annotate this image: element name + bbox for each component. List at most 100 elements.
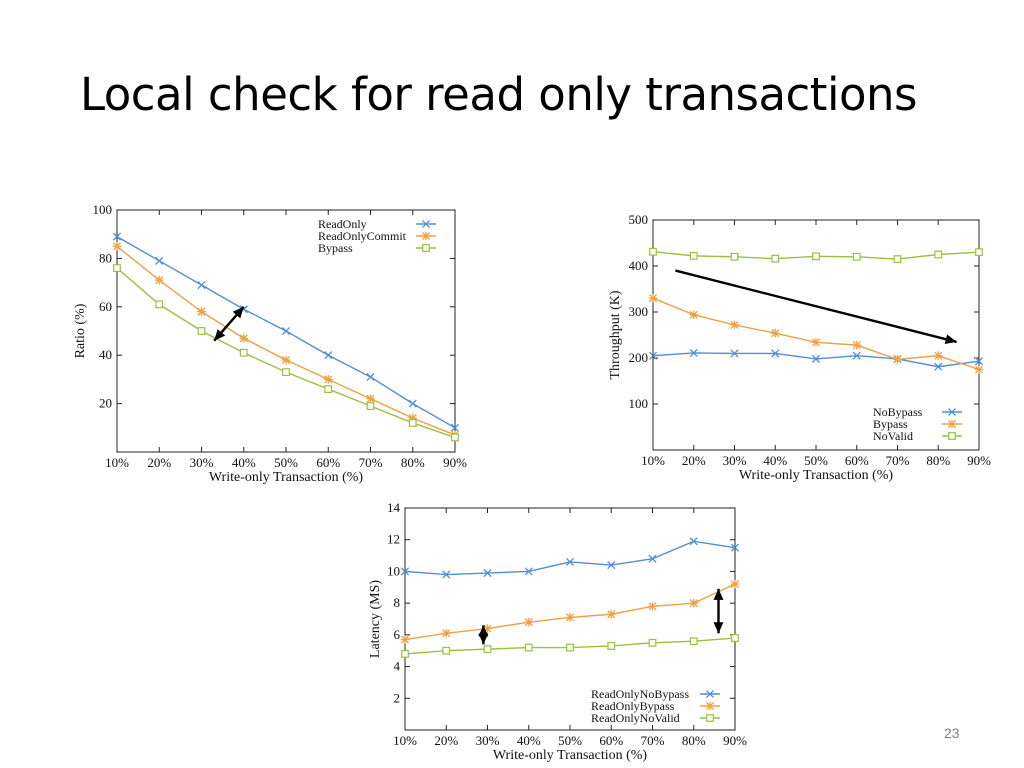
ratio-chart-svg: 20 40 60 80 100 10% 20% 30% 40% 50% 60% 70% 80% 90% Wr… [73,202,467,485]
data-point [113,264,121,272]
legend-marker [947,419,957,429]
annotation-arrow-head [214,329,226,341]
y-tick-label: 6 [394,627,401,642]
x-tick-label: 40% [232,455,256,470]
data-point [689,537,698,546]
data-point-stroke [112,232,122,241]
data-point [649,247,657,256]
x-axis-label: Write-only Transaction (%) [739,468,894,483]
x-tick-label: 10% [393,733,417,748]
data-point [648,638,657,647]
x-tick-label: 30% [723,453,747,468]
x-tick-label: 90% [443,455,467,470]
data-point [197,327,206,335]
series-line [652,352,980,368]
data-point [281,355,291,365]
data-point [648,554,657,563]
data-point-stroke [811,354,821,363]
series-line [116,267,456,439]
x-tick-label: 90% [723,733,747,748]
legend-label: ReadOnly [318,217,367,231]
data-point-shape [649,247,657,256]
legend-marker-stroke [421,219,431,229]
data-point [323,375,333,384]
x-tick-label: 80% [682,733,706,748]
data-point [408,399,417,408]
data-point-shape [197,327,206,335]
x-tick-label: 50% [274,455,298,470]
data-point [689,637,698,646]
data-point [197,280,206,290]
data-point-stroke [324,351,333,360]
data-point [400,567,410,576]
data-point [607,642,616,650]
data-point-shape [689,251,698,260]
data-point-shape [648,638,657,647]
data-point [441,628,451,638]
data-point [648,601,657,611]
x-tick-label: 50% [804,453,828,468]
y-tick-label: 14 [387,500,401,515]
data-point-shape [324,385,333,393]
data-point [154,275,164,285]
data-point [933,351,943,361]
x-tick-label: 80% [401,455,425,470]
data-point [974,365,984,374]
data-point-shape [155,300,164,309]
x-axis-label: Write-only Transaction (%) [209,470,364,485]
data-point-shape [730,252,739,261]
data-point [566,643,574,652]
latency-chart-svg: 2 4 6 8 10 12 14 10% 20% 30% 40% 50% 60% 70% 80% 90% Wri… [368,500,747,763]
data-point [648,293,658,303]
y-tick-label: 100 [93,202,113,217]
data-point [689,598,699,608]
data-point-stroke [689,537,698,546]
legend-marker-stroke [705,689,715,699]
legend-marker-shape [422,244,430,252]
data-point [607,561,616,570]
data-point [730,543,740,552]
data-point-shape [975,248,983,257]
data-point [112,241,122,251]
data-point [689,251,698,260]
legend-label: ReadOnlyBypass [591,699,675,713]
legend-marker [705,701,715,711]
data-point [893,255,902,263]
x-tick-label: 20% [434,733,458,748]
data-point [730,579,740,589]
data-point-shape [239,348,248,357]
data-point [852,252,861,261]
data-point [366,394,375,404]
data-point [197,307,206,316]
data-point [401,649,409,658]
y-tick-label: 100 [629,396,649,411]
y-tick-label: 10 [387,563,400,578]
data-point [811,354,821,363]
data-point [408,419,417,427]
legend-marker-stroke [947,407,957,417]
data-point-shape [442,646,451,655]
y-tick-label: 80 [99,250,112,265]
throughput-chart: 100 200 300 400 500 10% 20% 30% 40% 50% 60% 70% 80% 9… [605,210,1015,490]
data-point-shape [566,643,574,652]
series-line [116,236,456,429]
latency-chart: 2 4 6 8 10 12 14 10% 20% 30% 40% 50% 60% 70% 80% 90% Wri… [365,498,765,766]
x-tick-label: 40% [517,733,541,748]
data-point-stroke [565,557,575,566]
y-tick-label: 2 [394,690,401,705]
annotation-arrow-head [232,306,244,319]
data-point [450,423,460,432]
data-point-stroke [450,423,460,432]
annotation-arrow-line [675,269,957,344]
data-point [281,326,291,336]
data-point-shape [451,433,459,442]
throughput-chart-svg: 100 200 300 400 500 10% 20% 30% 40% 50% 60% 70% 80% 9… [608,212,991,483]
data-point [400,635,410,644]
data-point [934,250,943,259]
data-point [975,248,983,257]
data-point-stroke [607,561,616,570]
legend-label: Bypass [873,417,908,431]
data-point [483,645,492,654]
y-axis-label: Latency (MS) [368,580,383,658]
data-point [155,256,164,265]
